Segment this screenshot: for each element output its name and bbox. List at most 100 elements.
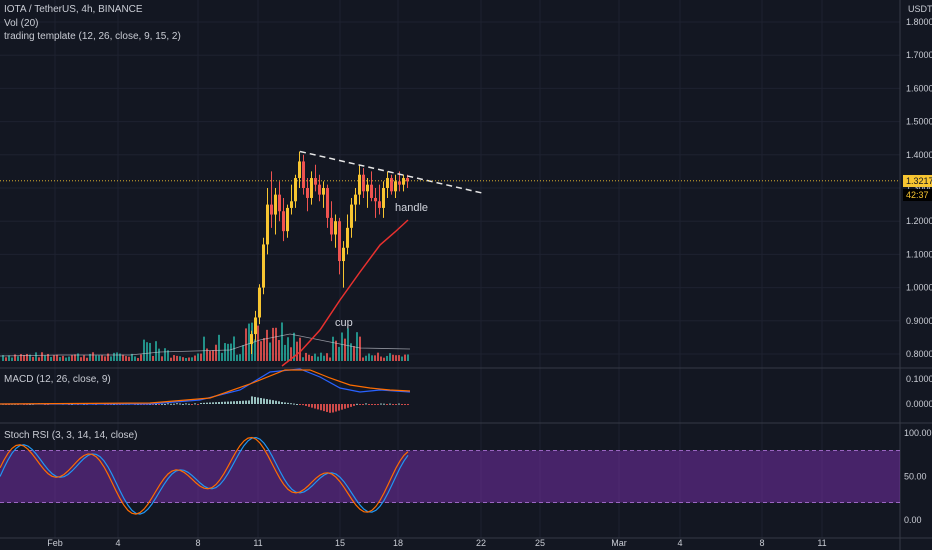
macd-histogram-bar xyxy=(209,402,211,404)
candle-body[interactable] xyxy=(402,178,405,185)
candle-body[interactable] xyxy=(326,188,329,218)
candle-body[interactable] xyxy=(314,178,317,185)
volume-bar xyxy=(272,327,274,361)
candle-body[interactable] xyxy=(398,181,401,185)
candle-body[interactable] xyxy=(286,207,289,232)
volume-bar xyxy=(224,343,226,361)
moving-average-line[interactable] xyxy=(281,219,409,367)
macd-histogram-bar xyxy=(227,401,229,404)
volume-bar xyxy=(71,355,73,361)
candle-body[interactable] xyxy=(258,287,261,318)
candle-body[interactable] xyxy=(370,184,373,198)
macd-histogram-bar xyxy=(314,404,316,409)
symbol-legend[interactable]: IOTA / TetherUS, 4h, BINANCE xyxy=(4,4,143,15)
time-tick-label: 25 xyxy=(535,538,545,548)
candle-body[interactable] xyxy=(374,197,377,202)
candle-body[interactable] xyxy=(366,184,369,192)
volume-bar xyxy=(269,342,271,361)
candle-body[interactable] xyxy=(342,247,345,262)
candle-body[interactable] xyxy=(310,178,313,198)
candle-body[interactable] xyxy=(354,194,357,205)
volume-bar xyxy=(365,355,367,361)
volume-bar xyxy=(113,352,115,361)
candle-body[interactable] xyxy=(378,201,381,208)
candle-body[interactable] xyxy=(346,227,349,248)
time-tick-label: 15 xyxy=(335,538,345,548)
volume-bar xyxy=(296,341,298,361)
candle-body[interactable] xyxy=(282,211,285,232)
volume-legend[interactable]: Vol (20) xyxy=(4,18,39,29)
time-tick-label: 11 xyxy=(253,538,262,548)
candle-body[interactable] xyxy=(278,194,281,212)
macd-histogram-bar xyxy=(224,401,226,404)
handle-annotation[interactable]: handle xyxy=(395,202,429,214)
candle-body[interactable] xyxy=(390,178,393,192)
candle-body[interactable] xyxy=(250,334,253,345)
macd-histogram-bar xyxy=(215,402,217,404)
macd-histogram-bar xyxy=(170,403,172,405)
macd-histogram-bar xyxy=(383,403,385,405)
candle-body[interactable] xyxy=(406,178,409,182)
candle-body[interactable] xyxy=(322,188,325,195)
trendline[interactable] xyxy=(299,150,483,194)
macd-histogram-bar xyxy=(308,404,310,407)
candle-body[interactable] xyxy=(294,178,297,202)
candle-body[interactable] xyxy=(386,178,389,188)
volume-bar xyxy=(314,353,316,361)
volume-bar xyxy=(386,355,388,361)
candle-body[interactable] xyxy=(394,181,397,192)
template-legend[interactable]: trading template (12, 26, close, 9, 15, … xyxy=(4,31,181,42)
candle-body[interactable] xyxy=(270,204,273,215)
volume-bar xyxy=(329,357,331,361)
cup-annotation[interactable]: cup xyxy=(335,317,353,329)
candle-body[interactable] xyxy=(330,217,333,235)
macd-line[interactable] xyxy=(0,368,411,405)
candle-body[interactable] xyxy=(318,184,321,195)
volume-bar xyxy=(107,353,109,361)
macd-signal-line[interactable] xyxy=(0,369,411,405)
candle-body[interactable] xyxy=(350,204,353,228)
volume-bar xyxy=(131,353,133,361)
volume-bar xyxy=(401,356,403,361)
volume-bar xyxy=(119,353,121,361)
candle-body[interactable] xyxy=(254,317,257,335)
macd-legend[interactable]: MACD (12, 26, close, 9) xyxy=(4,374,111,385)
candle-body[interactable] xyxy=(262,244,265,288)
candle-body[interactable] xyxy=(382,188,385,208)
macd-histogram-bar xyxy=(275,400,277,404)
stoch-d-line[interactable] xyxy=(0,436,409,515)
candle-body[interactable] xyxy=(274,194,277,215)
volume-bar xyxy=(179,356,181,361)
candle-body[interactable] xyxy=(290,201,293,208)
volume-bar xyxy=(299,337,301,361)
volume-bar xyxy=(56,354,58,361)
stoch-rsi-legend[interactable]: Stoch RSI (3, 3, 14, 14, close) xyxy=(4,430,138,441)
candle-body[interactable] xyxy=(306,188,309,198)
candle-body[interactable] xyxy=(298,161,301,179)
candle-body[interactable] xyxy=(334,221,337,235)
stoch-tick-label: 100.00 xyxy=(904,428,932,438)
volume-bar xyxy=(188,357,190,361)
macd-tick-label: 0.0000 xyxy=(906,399,932,409)
volume-bar xyxy=(305,352,307,361)
candle-body[interactable] xyxy=(302,161,305,188)
volume-bar xyxy=(134,356,136,361)
macd-histogram-bar xyxy=(236,401,238,404)
price-tick-label: 1.6000 xyxy=(906,83,932,93)
candle-body[interactable] xyxy=(358,174,361,195)
candle-body[interactable] xyxy=(266,204,269,245)
volume-bar xyxy=(368,353,370,361)
volume-bar xyxy=(23,355,25,361)
candle-body[interactable] xyxy=(362,174,365,192)
macd-histogram-bar xyxy=(293,403,295,405)
volume-bar xyxy=(89,353,91,361)
stoch-k-line[interactable] xyxy=(0,436,409,515)
macd-histogram-bar xyxy=(353,404,355,406)
candle-body[interactable] xyxy=(338,221,341,262)
volume-bar xyxy=(35,352,37,361)
volume-bar xyxy=(83,355,85,361)
volume-bar xyxy=(338,346,340,361)
volume-bar xyxy=(404,354,406,361)
